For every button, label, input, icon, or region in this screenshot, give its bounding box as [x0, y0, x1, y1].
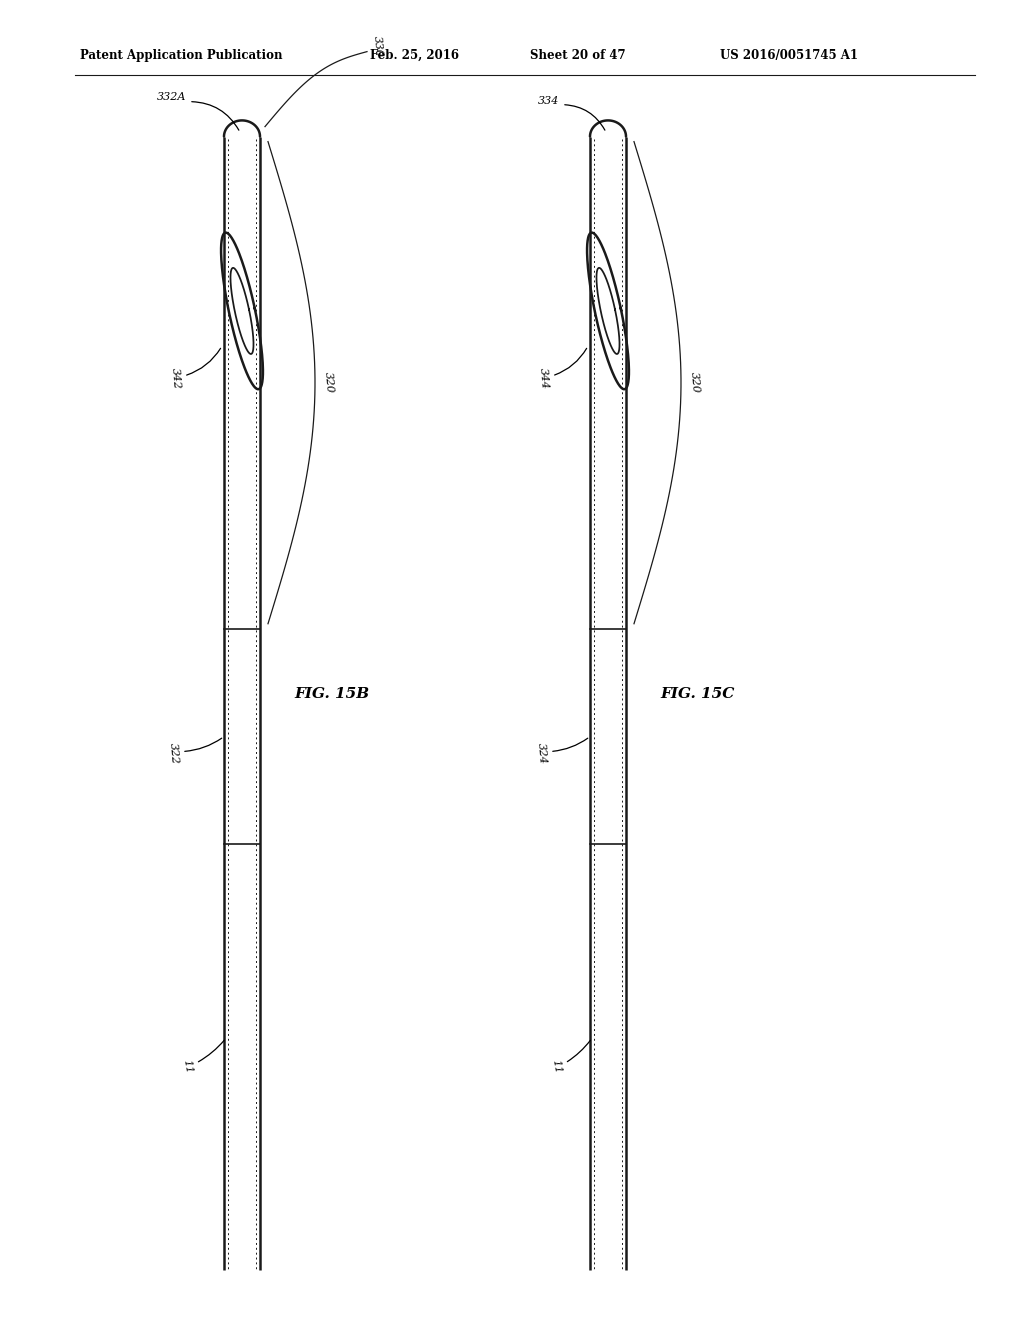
Text: 342: 342 [170, 367, 182, 389]
Text: 11: 11 [181, 1059, 194, 1074]
Text: Patent Application Publication: Patent Application Publication [80, 49, 283, 62]
Text: Feb. 25, 2016: Feb. 25, 2016 [370, 49, 459, 62]
Text: 334: 334 [538, 95, 559, 106]
Text: 332A: 332A [157, 91, 186, 102]
Text: FIG. 15C: FIG. 15C [660, 686, 735, 701]
Text: US 2016/0051745 A1: US 2016/0051745 A1 [720, 49, 858, 62]
Text: 330: 330 [372, 36, 384, 58]
Text: 322: 322 [168, 742, 180, 764]
Text: 11: 11 [551, 1059, 563, 1074]
Text: 320: 320 [323, 372, 335, 393]
Text: Sheet 20 of 47: Sheet 20 of 47 [530, 49, 626, 62]
Text: 344: 344 [539, 367, 550, 389]
Text: FIG. 15B: FIG. 15B [295, 686, 370, 701]
Text: 324: 324 [537, 742, 548, 764]
Text: 320: 320 [689, 372, 700, 393]
